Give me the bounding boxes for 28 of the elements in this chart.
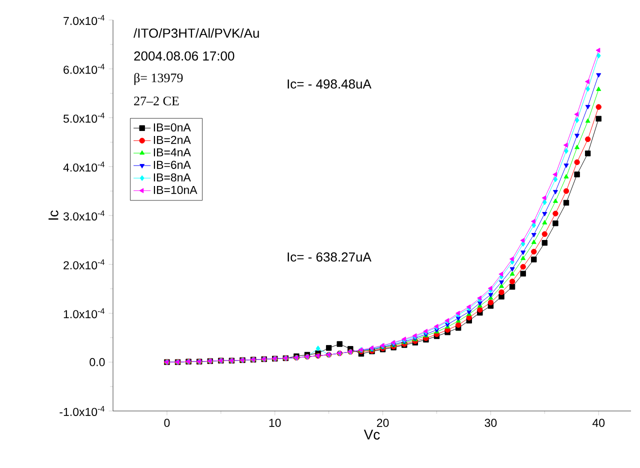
annotation: 2004.08.06 17:00	[134, 51, 234, 61]
x-tick-label: 0	[164, 418, 170, 427]
chart-title: /ITO/P3HT/Al/PVK/Au	[134, 28, 259, 38]
legend-label: IB=0nA	[154, 123, 191, 132]
y-tick-label: 4.0x10$^{-4}$	[63, 162, 104, 172]
legend-label: IB=2nA	[154, 136, 191, 144]
y-tick-label: 7.0x10$^{-4}$	[64, 15, 104, 25]
x-axis-title: Vc	[364, 430, 380, 440]
y-tick-label: 6.0x10$^{-4}$	[64, 64, 104, 74]
annotation: β= 13979	[134, 73, 183, 85]
annotation: Ic= - 638.27uA	[288, 252, 372, 262]
y-tick-label: -1.0x10$^{-4}$	[60, 406, 104, 416]
legend-label: IB=6nA	[154, 160, 191, 169]
x-tick-label: 40	[592, 418, 605, 427]
y-tick-label: 3.0x10$^{-4}$	[63, 210, 104, 220]
y-axis-title: Ic	[48, 210, 58, 220]
legend-label: IB=4nA	[154, 148, 191, 156]
y-tick-label: 1.0x10$^{-4}$	[64, 308, 104, 318]
x-tick-label: 30	[484, 418, 497, 427]
x-tick-label: 20	[376, 418, 389, 427]
y-tick-label: 0.0	[90, 358, 105, 366]
x-tick-label: 10	[269, 418, 281, 427]
y-tick-label: 2.0x10$^{-4}$	[64, 259, 104, 270]
legend-label: IB=8nA	[154, 173, 191, 182]
legend-label: IB=10nA	[154, 186, 198, 194]
annotation: 27–2 CE	[134, 96, 179, 106]
y-tick-label: 5.0x10$^{-4}$	[63, 112, 104, 123]
annotation: Ic= - 498.48uA	[288, 79, 372, 89]
